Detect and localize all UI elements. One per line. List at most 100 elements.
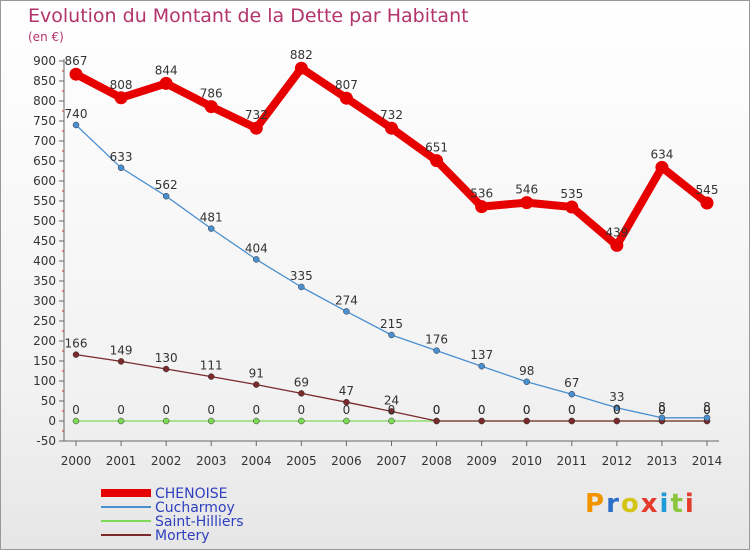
data-point — [162, 192, 170, 200]
chart-title: Evolution du Montant de la Dette par Hab… — [28, 5, 469, 27]
data-label: 149 — [110, 343, 133, 357]
data-label: 0 — [568, 403, 576, 417]
data-point — [565, 200, 579, 214]
data-label: 404 — [245, 241, 268, 255]
data-point — [207, 373, 215, 380]
data-point — [478, 362, 485, 370]
data-label: 535 — [560, 187, 583, 201]
data-label: 0 — [478, 403, 486, 417]
data-label: 0 — [298, 403, 306, 417]
data-label: 0 — [72, 403, 80, 417]
data-label: 0 — [388, 403, 396, 417]
data-label: 807 — [335, 78, 358, 92]
data-label: 8 — [658, 400, 666, 414]
y-tick-label: 150 — [33, 354, 56, 368]
data-point — [343, 398, 350, 406]
data-point — [72, 351, 80, 358]
x-tick-label: 2013 — [647, 454, 678, 468]
data-point — [117, 417, 125, 425]
data-point — [207, 417, 215, 425]
y-tick-label: 300 — [33, 294, 56, 308]
data-label: 651 — [425, 141, 448, 155]
data-point — [388, 408, 395, 415]
data-label: 0 — [613, 403, 621, 417]
data-label: 98 — [519, 364, 534, 378]
data-label: 67 — [564, 376, 579, 390]
x-tick-label: 2004 — [241, 454, 272, 468]
data-point — [117, 358, 125, 365]
data-point — [388, 331, 395, 339]
data-point — [159, 76, 173, 90]
data-label: 0 — [433, 403, 441, 417]
data-label: 0 — [523, 403, 531, 417]
data-label: 0 — [703, 403, 711, 417]
data-point — [568, 417, 576, 425]
data-point — [114, 91, 128, 105]
data-label: 732 — [380, 108, 403, 122]
x-tick-label: 2012 — [602, 454, 633, 468]
data-label: 546 — [515, 183, 538, 197]
data-label: 33 — [609, 390, 624, 404]
data-label: 176 — [425, 333, 448, 347]
data-point — [207, 225, 215, 232]
data-point — [658, 414, 666, 422]
x-tick-label: 2009 — [466, 454, 497, 468]
data-label: 740 — [65, 107, 88, 121]
x-tick-label: 2010 — [511, 454, 542, 468]
data-label: 69 — [294, 375, 309, 389]
x-tick-label: 2011 — [557, 454, 588, 468]
data-point — [72, 121, 80, 129]
data-point — [655, 160, 669, 174]
chart-unit: (en €) — [28, 30, 64, 44]
data-point — [613, 404, 621, 412]
data-point — [388, 417, 395, 425]
data-label: 536 — [470, 187, 493, 201]
data-point — [523, 417, 530, 425]
data-point — [520, 196, 534, 210]
data-label: 844 — [155, 63, 178, 77]
data-label: 8 — [703, 400, 711, 414]
data-label: 0 — [703, 403, 711, 417]
y-tick-label: 800 — [33, 94, 56, 108]
data-label: 0 — [252, 403, 260, 417]
data-label: 633 — [110, 150, 133, 164]
data-point — [385, 121, 398, 135]
y-tick-label: 250 — [33, 314, 56, 328]
y-tick-label: 350 — [33, 274, 56, 288]
data-point — [298, 283, 305, 291]
x-tick-label: 2006 — [331, 454, 362, 468]
data-label: 0 — [568, 403, 576, 417]
data-point — [162, 365, 170, 373]
data-point — [249, 121, 263, 135]
y-tick-label: 450 — [33, 234, 56, 248]
data-point — [568, 390, 576, 398]
data-label: 111 — [200, 359, 223, 373]
data-label: 634 — [650, 147, 673, 161]
y-tick-label: 100 — [33, 374, 56, 388]
data-point — [339, 91, 353, 105]
data-label: 562 — [155, 178, 178, 192]
data-point — [343, 308, 350, 315]
data-point — [433, 417, 440, 425]
series-line-cucharmoy — [75, 124, 707, 419]
data-label: 0 — [117, 403, 125, 417]
data-label: 274 — [335, 293, 358, 307]
data-label: 0 — [658, 403, 666, 417]
y-tick-label: 0 — [48, 414, 56, 428]
data-label: 215 — [380, 317, 403, 331]
data-point — [343, 417, 350, 425]
y-tick-label: 900 — [33, 54, 56, 68]
data-label: 166 — [65, 337, 88, 351]
x-tick-label: 2005 — [286, 454, 317, 468]
data-point — [253, 381, 260, 388]
data-point — [294, 61, 308, 75]
data-point — [700, 196, 714, 210]
data-label: 808 — [110, 78, 133, 92]
data-label: 0 — [162, 403, 170, 417]
data-point — [433, 347, 440, 354]
data-point — [613, 417, 621, 425]
data-label: 0 — [523, 403, 531, 417]
data-label: 91 — [249, 367, 264, 381]
